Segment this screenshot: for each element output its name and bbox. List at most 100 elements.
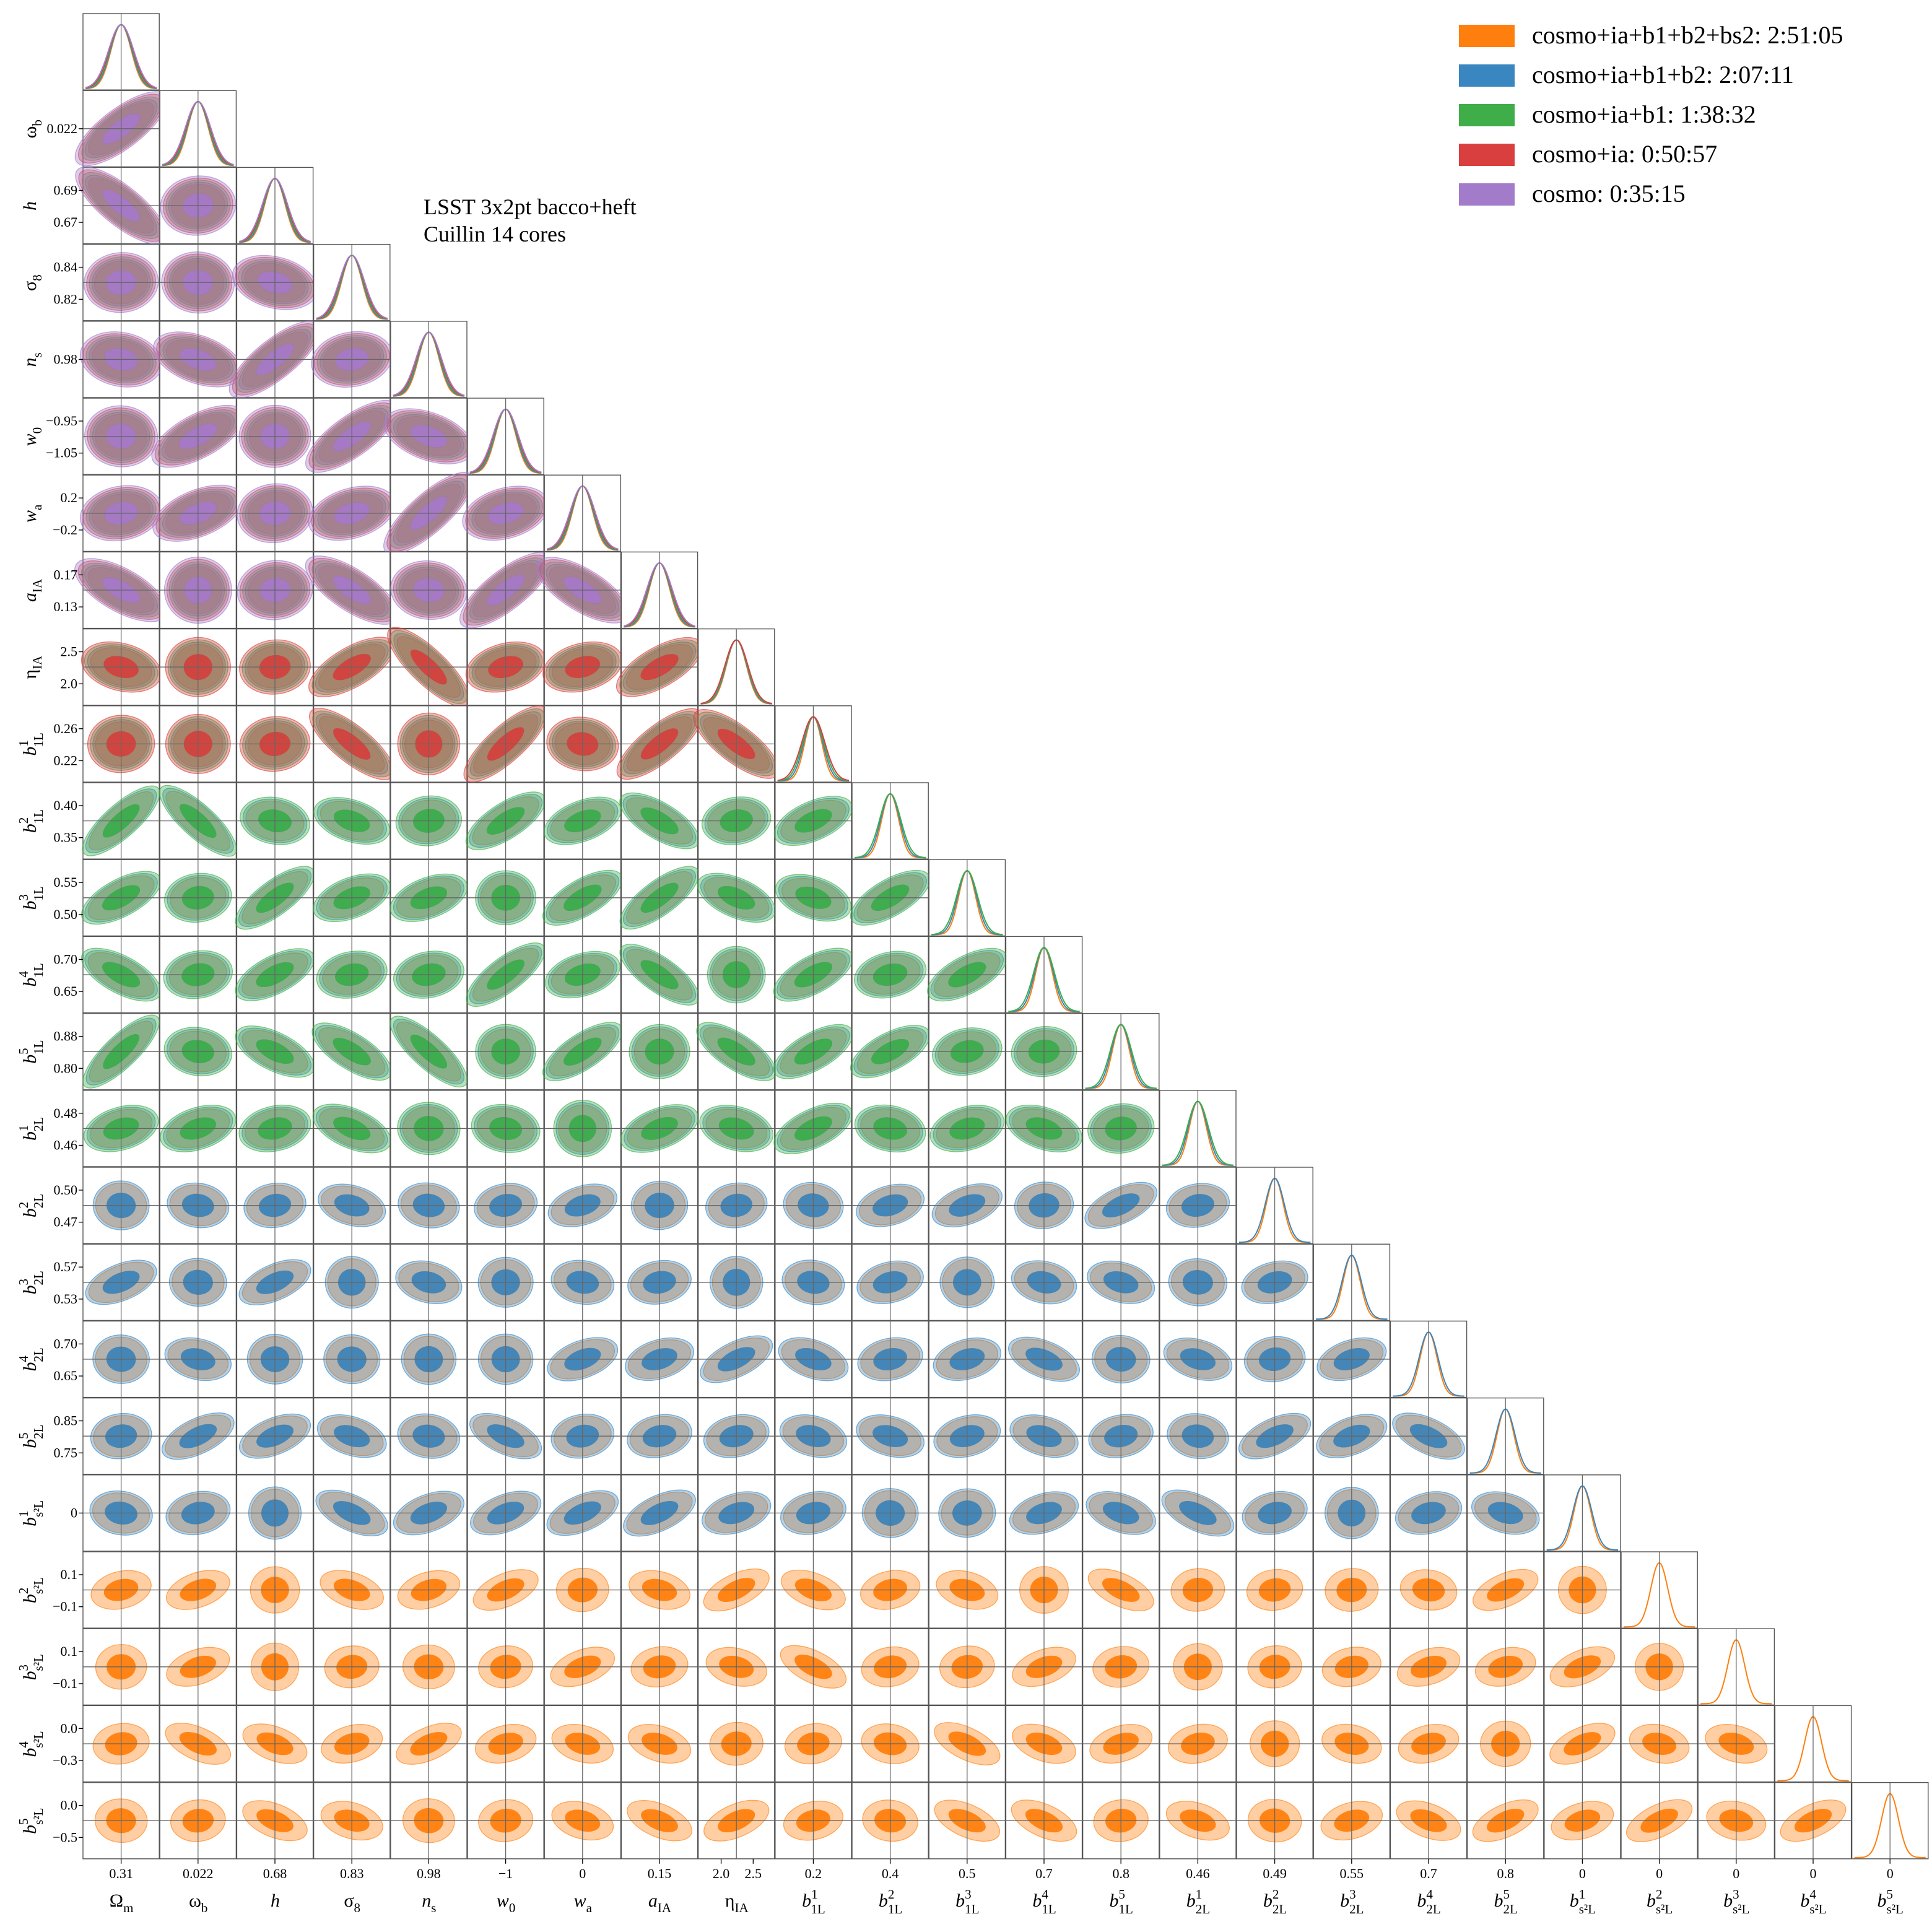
x-axis-label: aIA [648, 1891, 672, 1915]
x-axis-label: b5 2L [1494, 1887, 1518, 1917]
panel-14-9 [773, 1090, 853, 1167]
panel-14-10 [851, 1090, 929, 1167]
x-axis-label: b3 s²L [1723, 1887, 1749, 1917]
panel-18-8 [697, 1397, 775, 1475]
panel-22-22 [1774, 1705, 1852, 1783]
panel-20-15 [1236, 1551, 1313, 1629]
legend-swatch [1459, 25, 1515, 47]
x-tick-label: 0.2 [805, 1866, 822, 1881]
annotation-line-1: LSST 3x2pt bacco+heft [424, 194, 637, 219]
panel-23-2 [236, 1782, 314, 1860]
y-tick-label: −0.1 [53, 1599, 77, 1614]
panel-13-5 [467, 1012, 544, 1090]
panel-19-8 [697, 1474, 775, 1552]
panel-12-2 [235, 936, 315, 1014]
panel-23-7 [620, 1782, 698, 1860]
x-axis-label: b3 2L [1340, 1887, 1364, 1917]
x-tick-label: 0.4 [882, 1866, 899, 1881]
panel-13-0 [82, 1012, 160, 1090]
panel-21-15 [1236, 1628, 1313, 1706]
panel-21-12 [1005, 1628, 1083, 1706]
panel-5-5 [467, 398, 544, 475]
panel-22-3 [313, 1705, 391, 1783]
panel-6-2 [236, 474, 314, 552]
panel-21-10 [851, 1628, 929, 1706]
panel-21-7 [620, 1628, 698, 1706]
panel-8-8 [697, 628, 775, 706]
y-tick-label: 0.70 [54, 951, 78, 967]
panel-23-21 [1697, 1782, 1775, 1860]
panel-16-15 [1236, 1243, 1313, 1321]
panel-23-17 [1390, 1782, 1468, 1860]
y-tick-label: 0.65 [54, 983, 78, 999]
plot-annotation: LSST 3x2pt bacco+heft Cuillin 14 cores [424, 194, 637, 246]
panel-18-13 [1082, 1397, 1160, 1475]
y-tick-label: 0.50 [54, 1182, 78, 1198]
panel-19-13 [1082, 1474, 1160, 1552]
panel-13-1 [159, 1012, 237, 1090]
panel-13-9 [773, 1012, 854, 1090]
panel-12-5 [466, 936, 546, 1014]
panel-20-17 [1390, 1551, 1468, 1629]
panel-10-4 [390, 782, 468, 859]
y-axis-label: h [20, 201, 40, 211]
panel-13-4 [389, 1012, 468, 1090]
panel-3-1 [159, 243, 237, 321]
panel-23-18 [1466, 1782, 1544, 1860]
panel-4-3 [311, 321, 393, 398]
panel-17-9 [775, 1320, 852, 1398]
panel-20-13 [1082, 1551, 1160, 1629]
panel-22-1 [159, 1705, 237, 1783]
panel-16-12 [1005, 1243, 1083, 1321]
panel-23-15 [1236, 1782, 1313, 1860]
x-tick-label: 0.68 [263, 1866, 287, 1881]
y-axis-label: σ8 [20, 274, 45, 291]
panel-23-16 [1313, 1782, 1391, 1860]
panel-15-3 [313, 1167, 391, 1244]
panel-12-11 [927, 936, 1007, 1014]
x-axis-label: b1 2L [1186, 1887, 1210, 1917]
y-tick-label: 0.75 [54, 1445, 78, 1460]
panel-20-8 [697, 1551, 775, 1629]
panel-20-4 [390, 1551, 468, 1629]
y-tick-label: 0.22 [54, 753, 78, 768]
panel-19-6 [544, 1474, 622, 1552]
panel-17-6 [544, 1320, 622, 1398]
panel-19-10 [851, 1474, 929, 1552]
y-tick-label: 0.69 [54, 182, 78, 198]
panel-9-3 [309, 705, 395, 783]
panel-15-4 [390, 1167, 468, 1244]
y-axis-label: w0 [20, 427, 45, 446]
panel-10-8 [697, 782, 775, 859]
panel-8-6 [542, 628, 623, 706]
x-axis-label: wa [574, 1891, 593, 1915]
panel-8-7 [616, 628, 703, 706]
panel-15-10 [851, 1167, 929, 1244]
panel-10-0 [82, 782, 160, 859]
panel-16-14 [1159, 1243, 1237, 1321]
panel-11-7 [619, 859, 700, 937]
panel-18-18 [1466, 1397, 1544, 1475]
y-tick-label: 0.82 [54, 291, 78, 307]
panel-4-2 [228, 320, 321, 399]
panel-20-19 [1544, 1551, 1621, 1629]
y-tick-label: 0.65 [54, 1368, 78, 1383]
panel-21-5 [467, 1628, 544, 1706]
panel-5-2 [236, 398, 314, 475]
x-axis-label: b5 s²L [1878, 1887, 1904, 1917]
legend-item: cosmo: 0:35:15 [1459, 180, 1686, 207]
x-tick-label: 0.98 [417, 1866, 441, 1881]
panel-19-16 [1313, 1474, 1391, 1552]
panel-21-18 [1466, 1628, 1544, 1706]
panel-23-20 [1621, 1782, 1698, 1860]
panel-21-11 [928, 1628, 1006, 1706]
panel-21-21 [1697, 1628, 1775, 1706]
y-tick-label: 0.70 [54, 1336, 78, 1351]
panel-23-5 [467, 1782, 544, 1860]
panel-5-4 [383, 398, 474, 475]
panel-9-8 [693, 705, 780, 783]
x-tick-label: 0 [1656, 1866, 1663, 1881]
legend: cosmo+ia+b1+b2+bs2: 2:51:05 cosmo+ia+b1+b… [1459, 21, 1843, 207]
x-axis-label: b2 s²L [1647, 1887, 1673, 1917]
